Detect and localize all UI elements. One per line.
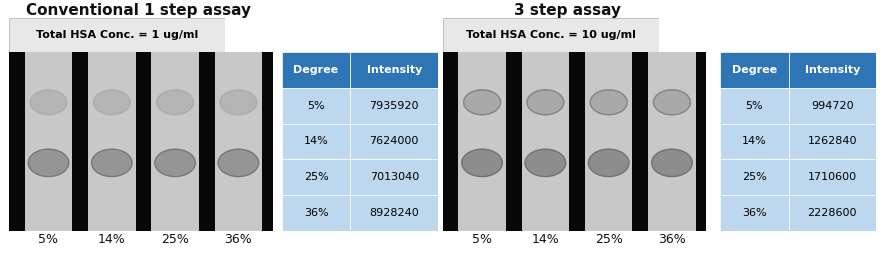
Circle shape	[30, 90, 67, 115]
Bar	[350, 159, 438, 195]
Bar	[720, 159, 789, 195]
Text: 14%: 14%	[98, 233, 126, 246]
Bar	[151, 52, 198, 231]
Circle shape	[527, 90, 564, 115]
Circle shape	[156, 90, 193, 115]
Bar	[282, 88, 350, 124]
Text: 25%: 25%	[304, 172, 328, 182]
Bar	[789, 195, 876, 231]
Bar	[459, 52, 506, 231]
Text: 14%: 14%	[532, 233, 560, 246]
Bar	[282, 124, 350, 159]
FancyBboxPatch shape	[443, 18, 659, 52]
Text: Intensity: Intensity	[367, 65, 422, 75]
Bar	[522, 52, 569, 231]
Circle shape	[464, 90, 501, 115]
Bar	[282, 195, 350, 231]
Bar	[88, 52, 136, 231]
Circle shape	[155, 149, 196, 177]
Bar	[350, 88, 438, 124]
Bar	[25, 52, 72, 231]
Text: Conventional 1 step assay: Conventional 1 step assay	[26, 3, 251, 18]
Text: 2228600: 2228600	[807, 208, 857, 218]
Bar	[789, 88, 876, 124]
Text: Total HSA Conc. = 1 ug/ml: Total HSA Conc. = 1 ug/ml	[36, 30, 198, 40]
Circle shape	[218, 149, 258, 177]
Text: 25%: 25%	[161, 233, 189, 246]
Text: 25%: 25%	[595, 233, 622, 246]
Circle shape	[588, 149, 629, 177]
Bar	[789, 159, 876, 195]
Text: 14%: 14%	[304, 137, 328, 146]
Text: 36%: 36%	[304, 208, 328, 218]
Text: Degree: Degree	[293, 65, 339, 75]
Bar	[350, 195, 438, 231]
Text: 3 step assay: 3 step assay	[514, 3, 621, 18]
Text: 7013040: 7013040	[369, 172, 419, 182]
Bar	[648, 52, 696, 231]
Bar	[720, 195, 789, 231]
Text: 36%: 36%	[742, 208, 766, 218]
Text: 14%: 14%	[742, 137, 766, 146]
Text: 5%: 5%	[38, 233, 58, 246]
Bar	[282, 159, 350, 195]
Text: 25%: 25%	[742, 172, 766, 182]
Circle shape	[462, 149, 502, 177]
Text: 1262840: 1262840	[807, 137, 857, 146]
Circle shape	[220, 90, 257, 115]
Bar	[789, 52, 876, 88]
Bar	[720, 124, 789, 159]
Text: Total HSA Conc. = 10 ug/ml: Total HSA Conc. = 10 ug/ml	[466, 30, 636, 40]
Circle shape	[652, 149, 692, 177]
Bar	[585, 52, 632, 231]
Text: 7624000: 7624000	[369, 137, 419, 146]
Bar	[282, 52, 350, 88]
Bar	[720, 52, 789, 88]
FancyBboxPatch shape	[9, 18, 225, 52]
Text: 5%: 5%	[308, 101, 325, 111]
Text: 36%: 36%	[224, 233, 252, 246]
Circle shape	[590, 90, 627, 115]
Circle shape	[91, 149, 132, 177]
Circle shape	[654, 90, 690, 115]
Text: Degree: Degree	[731, 65, 777, 75]
Text: 994720: 994720	[811, 101, 854, 111]
Bar	[720, 88, 789, 124]
Bar	[789, 124, 876, 159]
Circle shape	[29, 149, 69, 177]
Text: 5%: 5%	[472, 233, 492, 246]
Text: Intensity: Intensity	[805, 65, 860, 75]
Bar	[350, 124, 438, 159]
Text: 8928240: 8928240	[369, 208, 419, 218]
Circle shape	[525, 149, 566, 177]
Text: 36%: 36%	[658, 233, 686, 246]
Text: 7935920: 7935920	[369, 101, 419, 111]
Text: 1710600: 1710600	[808, 172, 856, 182]
Bar	[350, 52, 438, 88]
Text: 5%: 5%	[746, 101, 763, 111]
Circle shape	[93, 90, 131, 115]
Bar	[215, 52, 262, 231]
